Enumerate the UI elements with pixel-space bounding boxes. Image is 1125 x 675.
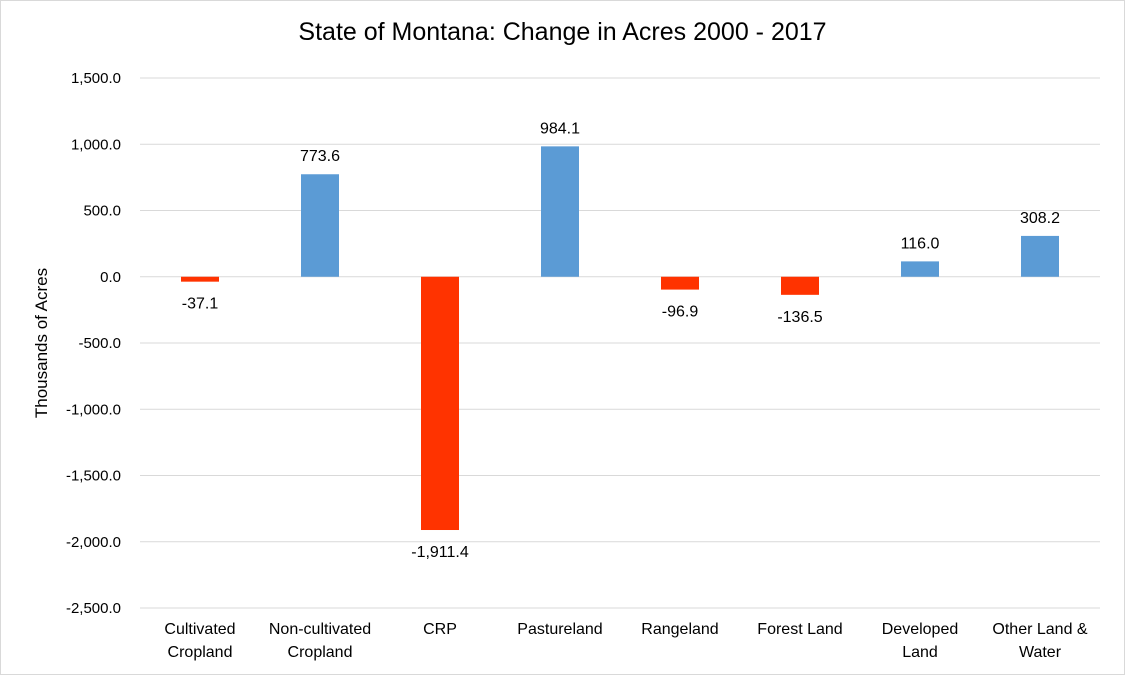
category-label: CRP [423,621,457,638]
bars [181,146,1059,531]
data-label: -37.1 [182,296,219,313]
category-label: Other Land & [992,621,1088,638]
bar [421,276,459,531]
category-label: Cropland [288,644,353,661]
bar [181,276,219,282]
category-label: Non-cultivated [269,621,371,638]
data-labels: -37.1 773.6 -1,911.4 984.1 -96.9 -136.5 116.0 3… [182,120,1060,561]
data-label: -1,911.4 [411,544,469,561]
category-label: Cultivated [164,621,235,638]
bar [781,276,819,295]
data-label: -96.9 [662,304,699,321]
category-label: Forest Land [757,621,842,638]
chart-title: State of Montana: Change in Acres 2000 -… [298,18,827,46]
bar [301,174,339,277]
category-label: Developed [882,621,959,638]
bar [541,146,579,277]
y-tick-label: -1,500.0 [66,468,121,485]
y-tick-label: 0.0 [100,269,121,286]
category-label: Water [1019,644,1062,661]
category-label: Cropland [168,644,233,661]
category-label: Pastureland [517,621,602,638]
data-label: 308.2 [1020,210,1060,227]
y-tick-label: -2,500.0 [66,600,121,617]
data-label: 116.0 [901,235,940,252]
bar [661,276,699,290]
y-tick-label: -500.0 [78,335,121,352]
y-tick-label: -2,000.0 [66,534,121,551]
y-tick-labels: 1,500.0 1,000.0 500.0 0.0 -500.0 -1,000.0 -1,5… [66,70,121,617]
category-label: Rangeland [641,621,718,638]
data-label: 984.1 [540,120,580,137]
gridlines [140,77,1100,609]
bar [1021,235,1059,277]
y-tick-label: 1,000.0 [71,136,121,153]
y-tick-label: -1,000.0 [66,401,121,418]
data-label: -136.5 [777,309,822,326]
bar [901,261,939,277]
category-label: Land [902,644,938,661]
category-labels: Cultivated Cropland Non-cultivated Cropland… [164,621,1087,661]
y-tick-label: 500.0 [83,203,121,220]
data-label: 773.6 [300,148,340,165]
y-tick-label: 1,500.0 [71,70,121,87]
